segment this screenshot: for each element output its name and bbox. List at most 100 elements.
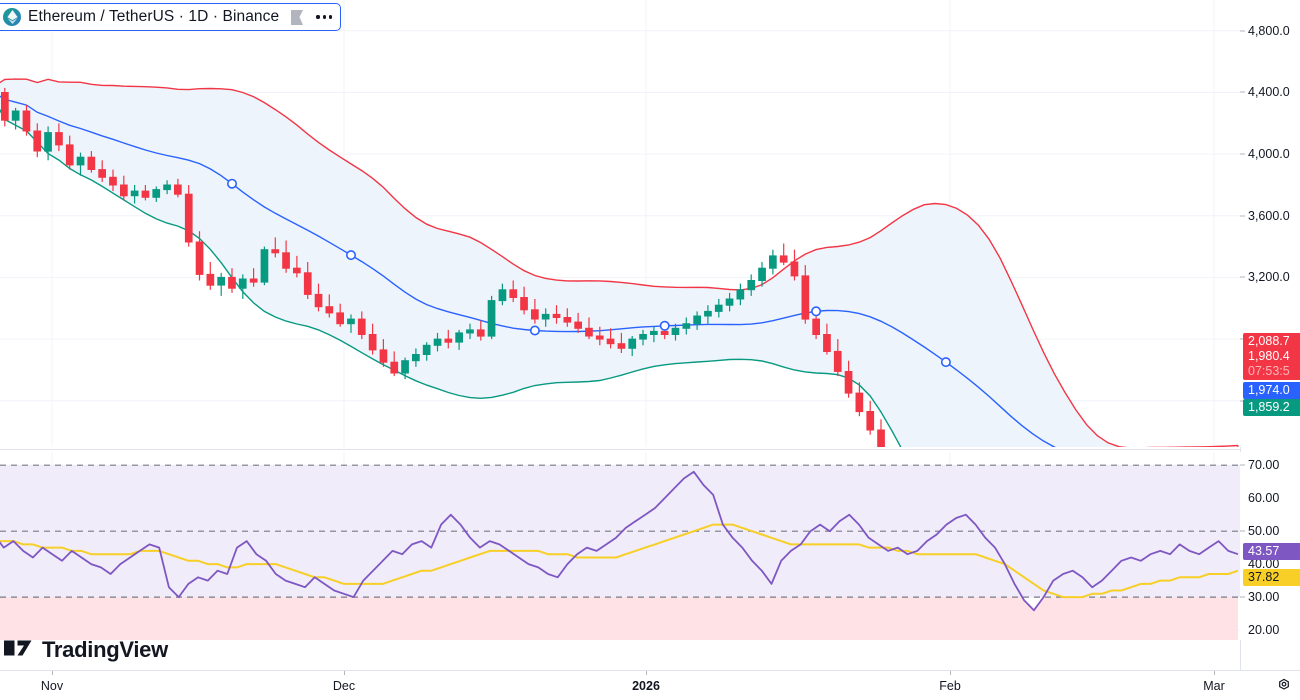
price-tickmark (1240, 30, 1245, 32)
candle-body (109, 176, 117, 186)
candle-body (379, 349, 388, 363)
price-tick-label: 3,200.0 (1248, 270, 1290, 285)
rsi-tick-label: 50.00 (1248, 524, 1280, 539)
candle-body (736, 289, 745, 300)
rsi-tick-label: 40.00 (1248, 557, 1280, 572)
candle-body (855, 392, 864, 413)
candle-body (336, 312, 344, 325)
candle-body (606, 338, 615, 345)
bollinger-lower-line (0, 108, 902, 447)
pane-divider[interactable] (0, 449, 1240, 450)
candle-body (303, 272, 312, 295)
candle-body (238, 278, 247, 289)
candle-body (693, 315, 701, 325)
candle-body (163, 184, 171, 191)
candle-body (725, 298, 734, 306)
candle-body (293, 267, 301, 274)
rsi-axis[interactable]: 70.00 60.00 50.00 40.00 30.00 20.00 43.57 37.82 (1240, 452, 1300, 640)
candle-body (779, 255, 788, 263)
candle-body (368, 334, 377, 351)
candle-body (877, 429, 885, 447)
candle-body (228, 276, 236, 289)
candle-body (141, 190, 150, 198)
candle-body (444, 338, 453, 343)
price-tick-label: 4,800.0 (1248, 23, 1290, 38)
candle-body (585, 327, 593, 337)
candle-body (671, 327, 680, 335)
candle-body (206, 273, 215, 286)
candle-body (152, 189, 161, 198)
bollinger-fill (0, 79, 1238, 447)
flag-icon[interactable] (290, 9, 305, 26)
time-tickmark (1214, 671, 1215, 675)
tradingview-brand-text: TradingView (42, 637, 168, 662)
candle-body (801, 275, 810, 320)
candle-body (87, 156, 96, 170)
time-axis[interactable]: Nov Dec 2026 Feb Mar (0, 670, 1300, 700)
candle-body (217, 276, 226, 286)
candle-body (184, 193, 193, 243)
rsi-ma-line (0, 523, 1239, 599)
candle-body (660, 330, 669, 335)
candle-body (314, 293, 323, 308)
time-tickmark (344, 671, 345, 675)
rsi-line (0, 470, 1239, 612)
candle-body (574, 321, 582, 329)
candle-body (401, 360, 409, 374)
time-axis-label: Feb (939, 679, 961, 693)
rsi-oversold-fill (0, 597, 1238, 640)
price-tickmark (1240, 215, 1245, 217)
signal-marker (227, 178, 238, 189)
candle-body (76, 156, 85, 166)
candle-body (98, 169, 107, 178)
candle-body (325, 306, 334, 314)
rsi-tick-label: 60.00 (1248, 491, 1280, 506)
candle-body (130, 190, 139, 197)
gear-icon[interactable] (1276, 678, 1292, 694)
price-tickmark (1240, 153, 1245, 155)
candle-body (628, 338, 637, 349)
symbol-title-bar[interactable]: Ethereum / TetherUS · 1D · Binance (0, 3, 342, 31)
countdown-badge: 07:53:5 (1243, 363, 1300, 380)
rsi-pane[interactable] (0, 452, 1240, 640)
price-pane[interactable] (0, 0, 1240, 447)
candle-body (433, 338, 442, 346)
lower-band-badge: 1,859.2 (1243, 399, 1300, 416)
candle-body (487, 300, 496, 337)
signal-marker (940, 357, 951, 368)
candle-body (412, 354, 420, 362)
time-axis-label: Nov (40, 679, 64, 693)
more-options-icon[interactable] (316, 15, 333, 19)
candle-body (455, 332, 463, 343)
candle-body (812, 318, 820, 336)
last-price-badge[interactable]: 1,980.4 (1243, 348, 1300, 365)
price-tickmark (1240, 400, 1245, 402)
candle-body (595, 335, 604, 340)
candle-body (552, 313, 561, 318)
rsi-value-badge: 43.57 (1243, 543, 1300, 561)
candle-body (44, 132, 52, 152)
candle-body (844, 371, 853, 394)
candle-body (866, 411, 875, 431)
tradingview-logo-icon (4, 638, 34, 663)
price-tick-label: 4,000.0 (1248, 147, 1290, 162)
price-tick-label: 4,400.0 (1248, 85, 1290, 100)
time-tickmark (950, 671, 951, 675)
candle-body (498, 289, 507, 302)
candle-body (650, 330, 658, 335)
candle-body (174, 184, 182, 195)
candle-body (476, 329, 485, 337)
candle-body (758, 267, 766, 282)
candle-body (22, 110, 31, 132)
rsi-tickmark (1240, 530, 1245, 532)
signal-marker (345, 250, 356, 261)
upper-band-badge: 2,088.7 (1243, 333, 1300, 350)
candle-body (422, 344, 431, 355)
time-axis-label: 2026 (632, 679, 660, 693)
rsi-tick-label: 20.00 (1248, 623, 1280, 638)
candle-body (55, 132, 63, 146)
candle-body (466, 329, 474, 334)
price-axis[interactable]: 4,800.04,400.04,000.03,600.03,200.02,800… (1240, 0, 1300, 447)
time-tickmark (52, 671, 53, 675)
price-tick-label: 3,600.0 (1248, 208, 1290, 223)
